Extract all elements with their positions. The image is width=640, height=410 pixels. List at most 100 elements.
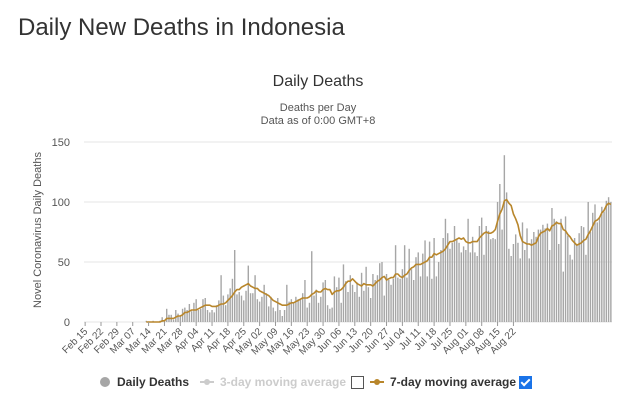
- bar: [607, 197, 610, 322]
- bar: [324, 280, 327, 322]
- bar: [222, 295, 225, 322]
- ma3-swatch-icon: [200, 377, 214, 387]
- bar: [505, 192, 508, 322]
- bar: [428, 241, 431, 322]
- bar: [331, 307, 333, 322]
- bar: [514, 234, 517, 322]
- bar: [510, 256, 512, 322]
- bar: [277, 298, 279, 322]
- bar: [374, 280, 376, 322]
- legend-daily-deaths[interactable]: Daily Deaths: [100, 372, 189, 392]
- bar: [231, 278, 234, 322]
- y-tick-label: 100: [52, 197, 70, 209]
- y-tick-label: 150: [52, 137, 70, 149]
- bar: [200, 308, 202, 322]
- bar: [562, 271, 564, 322]
- bar: [270, 296, 272, 322]
- bar: [449, 248, 451, 322]
- daily-deaths-chart: Daily Deaths Deaths per Day Data as of 0…: [32, 73, 612, 357]
- bar: [161, 317, 163, 322]
- bar: [413, 280, 415, 322]
- bar: [546, 223, 549, 322]
- bar: [467, 218, 469, 322]
- bar: [517, 242, 519, 322]
- bar: [431, 278, 433, 322]
- bar: [585, 254, 587, 322]
- bar: [281, 316, 283, 322]
- bar: [381, 262, 383, 322]
- bar: [243, 300, 245, 322]
- bar: [390, 284, 392, 322]
- bar: [379, 263, 381, 322]
- bar: [206, 310, 209, 322]
- ma7-swatch-icon: [370, 377, 384, 387]
- bar: [553, 218, 555, 322]
- bar: [490, 239, 492, 322]
- bar: [261, 296, 263, 322]
- bars: [145, 155, 612, 322]
- bar: [494, 239, 496, 322]
- bar: [279, 310, 281, 322]
- bar: [288, 301, 290, 322]
- bar: [521, 222, 524, 322]
- bar: [483, 254, 485, 322]
- bar: [372, 274, 374, 322]
- moving-average-line: [146, 198, 612, 323]
- bar: [347, 292, 349, 322]
- y-tick-label: 50: [58, 257, 70, 269]
- bar: [503, 155, 506, 322]
- ma3-checkbox[interactable]: [351, 376, 364, 389]
- bar: [499, 184, 501, 322]
- bar: [376, 275, 379, 322]
- bar: [351, 284, 354, 322]
- bar: [551, 208, 553, 322]
- bar: [401, 269, 404, 322]
- bar: [227, 294, 229, 322]
- bar: [249, 293, 252, 322]
- bar: [345, 281, 347, 322]
- bar: [526, 228, 528, 322]
- bar: [204, 298, 206, 322]
- bar: [190, 311, 193, 322]
- bar: [354, 292, 356, 322]
- bar: [437, 262, 440, 322]
- bar: [415, 257, 417, 322]
- bar: [478, 226, 481, 322]
- bar: [304, 280, 306, 322]
- bar: [211, 310, 213, 322]
- bar: [392, 278, 395, 322]
- bar: [530, 239, 533, 322]
- bar: [492, 238, 494, 322]
- bar: [564, 216, 567, 322]
- bar: [184, 307, 186, 322]
- bar: [426, 276, 429, 322]
- bar: [476, 256, 478, 322]
- bar: [311, 251, 313, 322]
- bar: [229, 288, 231, 322]
- bar: [267, 306, 270, 322]
- bar: [596, 222, 598, 322]
- legend-3day-average[interactable]: 3-day moving average: [200, 372, 346, 392]
- bar: [480, 217, 483, 322]
- bar: [496, 202, 499, 322]
- bar: [356, 282, 358, 322]
- bar: [460, 252, 463, 322]
- bar: [571, 259, 574, 322]
- bar: [313, 295, 315, 322]
- chart-subtitle-date: Data as of 0:00 GMT+8: [261, 115, 376, 127]
- ma7-checkbox[interactable]: [519, 376, 532, 389]
- bar: [592, 212, 594, 322]
- bar: [537, 229, 540, 322]
- bar: [524, 250, 526, 322]
- bar: [469, 252, 472, 322]
- bar: [533, 232, 535, 322]
- bar: [349, 275, 351, 322]
- bar: [186, 310, 188, 322]
- bar: [385, 274, 388, 322]
- bar: [193, 302, 195, 322]
- legend-7day-average[interactable]: 7-day moving average: [370, 372, 516, 392]
- bar: [342, 264, 345, 322]
- bar: [408, 248, 410, 322]
- bar: [333, 276, 336, 322]
- bar: [308, 302, 311, 322]
